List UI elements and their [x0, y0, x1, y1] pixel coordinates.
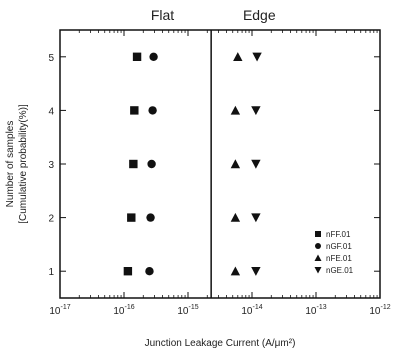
data-point-nge-01 [252, 52, 262, 62]
x-tick-label-exponent: -13 [317, 304, 327, 311]
x-tick-label-base: 10 [113, 306, 125, 317]
x-axis-title: Junction Leakage Current (A/μm²) [145, 338, 296, 349]
legend-marker [314, 254, 322, 261]
x-tick-label-exponent: -15 [189, 304, 199, 311]
data-markers [123, 52, 262, 276]
x-tick-label-base: 10 [305, 306, 317, 317]
region-title: Edge [243, 7, 276, 23]
y-axis-title-line1: Number of samples [5, 121, 16, 208]
data-point-nfe-01 [230, 212, 241, 222]
data-point-nff-01 [123, 267, 133, 276]
data-point-nff-01 [129, 159, 138, 169]
legend-marker [314, 267, 322, 274]
y-axis-title-line2: [Cumulative probability(%)] [18, 104, 29, 224]
x-tick-label-base: 10 [177, 306, 189, 317]
data-point-nge-01 [251, 267, 261, 276]
y-tick-label: 1 [48, 267, 54, 278]
y-tick-label: 5 [48, 53, 54, 64]
legend-label: nFF.01 [326, 230, 351, 239]
legend-label: nGF.01 [326, 242, 352, 251]
x-tick-label: 10-16 [113, 304, 134, 317]
data-point-ngf-01 [148, 106, 157, 115]
x-tick-label: 10-14 [241, 304, 262, 317]
data-point-ngf-01 [146, 213, 155, 222]
x-tick-label: 10-13 [305, 304, 326, 317]
data-point-ngf-01 [149, 52, 158, 61]
legend-marker [315, 243, 321, 249]
x-tick-label-base: 10 [49, 306, 61, 317]
x-tick-label: 10-15 [177, 304, 198, 317]
data-point-nfe-01 [230, 266, 241, 276]
legend-marker [315, 231, 321, 237]
legend: nFF.01 nGF.01 nFE.01 nGE.01 [314, 230, 354, 275]
y-tick-label: 4 [48, 106, 54, 117]
data-point-nge-01 [251, 159, 261, 169]
region-titles: Flat Edge [151, 7, 276, 23]
y-tick-label: 3 [48, 160, 54, 171]
data-point-nfe-01 [233, 52, 243, 61]
legend-label: nFE.01 [326, 254, 352, 263]
x-tick-label: 10-12 [369, 304, 390, 317]
data-point-nge-01 [251, 213, 261, 223]
data-point-ngf-01 [147, 159, 156, 169]
x-tick-label-exponent: -14 [253, 304, 263, 311]
data-point-nff-01 [127, 213, 136, 222]
x-tick-label-exponent: -16 [125, 304, 135, 311]
data-point-nff-01 [132, 52, 142, 61]
x-tick-label-base: 10 [369, 306, 381, 317]
data-point-nge-01 [251, 106, 261, 116]
x-tick-label-base: 10 [241, 306, 253, 317]
data-point-ngf-01 [145, 267, 154, 276]
x-tick-label-exponent: -12 [381, 304, 391, 311]
y-tick-label: 2 [48, 214, 54, 225]
region-title: Flat [151, 7, 174, 23]
x-tick-label: 10-17 [49, 304, 70, 317]
x-tick-label-exponent: -17 [61, 304, 71, 311]
data-point-nff-01 [130, 106, 139, 115]
legend-label: nGE.01 [326, 266, 354, 275]
data-point-nfe-01 [230, 105, 241, 115]
data-point-nfe-01 [230, 159, 241, 169]
